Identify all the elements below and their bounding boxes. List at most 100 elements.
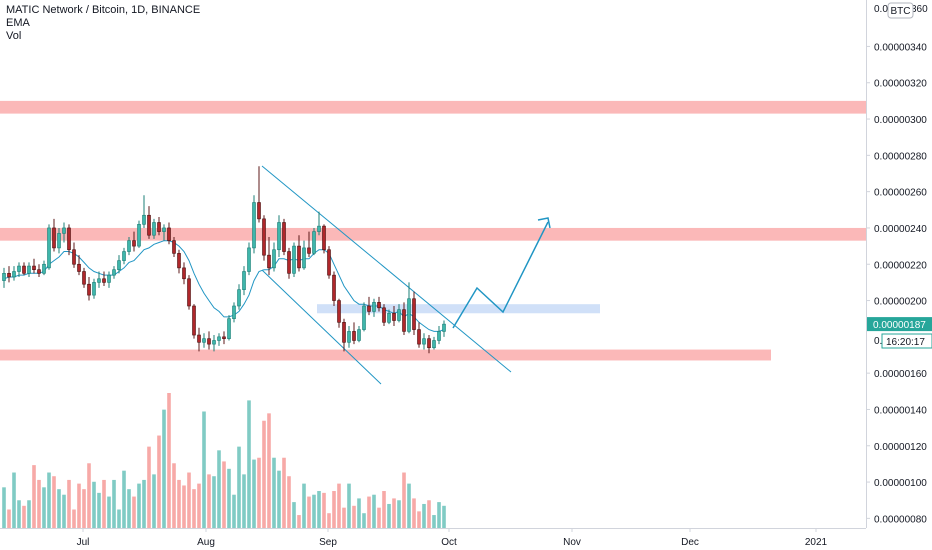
volume-bar	[122, 470, 126, 528]
volume-bar	[422, 503, 426, 528]
volume-bar	[357, 498, 361, 528]
volume-bar	[327, 513, 331, 528]
volume-bar	[267, 413, 271, 528]
volume-bar	[277, 470, 281, 528]
candle-body	[82, 271, 86, 285]
volume-bar	[232, 494, 236, 528]
time-tick-label: Nov	[563, 537, 581, 548]
time-axis[interactable]: Jul Aug Sep Oct Nov Dec 2021	[77, 528, 828, 548]
volume-bar	[97, 492, 101, 528]
price-tick-label: 0.00000300	[874, 115, 927, 126]
price-tick-label: 0.00000100	[874, 478, 927, 489]
candle-body	[277, 222, 281, 251]
candle-body	[102, 278, 106, 283]
candle-body	[262, 218, 266, 256]
volume-bar	[282, 457, 286, 528]
candle-body	[442, 323, 446, 332]
volume-bar	[377, 507, 381, 528]
candle-body	[72, 249, 76, 265]
price-tick-label: 0.00000120	[874, 442, 927, 453]
volume-bar	[52, 476, 56, 528]
candle-body	[317, 225, 321, 232]
volume-bar	[437, 502, 441, 528]
volume-bar	[32, 465, 36, 528]
candle-body	[312, 231, 316, 254]
candle-body	[197, 334, 201, 343]
volume-bar	[77, 483, 81, 528]
volume-bar	[412, 498, 416, 528]
volume-bar	[442, 505, 446, 528]
currency-badge[interactable]: BTC	[887, 2, 914, 19]
countdown-label: 16:20:17	[886, 337, 925, 348]
candle-body	[402, 309, 406, 332]
volume-bar	[337, 483, 341, 528]
currency-badge-label: BTC	[891, 6, 911, 17]
price-tick-label: 0.00000240	[874, 224, 927, 235]
volume-bar	[42, 487, 46, 528]
legend-ema[interactable]: EMA	[6, 17, 30, 29]
candle-body	[142, 214, 146, 225]
volume-bar	[372, 494, 376, 528]
candle-body	[437, 331, 441, 341]
candle-body	[137, 224, 141, 247]
ema-line	[3, 240, 445, 332]
volume-bar	[82, 489, 86, 528]
candle-body	[92, 282, 96, 296]
volume-bar	[202, 411, 206, 528]
legend-symbol-title[interactable]: MATIC Network / Bitcoin, 1D, BINANCE	[6, 4, 201, 16]
volume-bar	[417, 511, 421, 528]
candle-body	[332, 274, 336, 301]
candle-body	[42, 263, 46, 274]
candle-body	[157, 222, 161, 232]
candle-body	[202, 338, 206, 343]
candle-body	[52, 227, 56, 249]
candle-body	[292, 245, 296, 274]
volume-bar	[117, 509, 121, 528]
candle-body	[227, 318, 231, 339]
volume-bar	[312, 494, 316, 528]
volume-bar	[227, 468, 231, 528]
price-tick-label-top-partial: 0.0	[874, 4, 888, 15]
volume-layer	[2, 393, 446, 528]
volume-bar	[192, 489, 196, 528]
projection-arrowhead	[537, 217, 551, 229]
volume-bar	[12, 472, 16, 528]
candles-layer	[2, 166, 446, 354]
candle-body	[212, 340, 216, 345]
candle-body	[27, 265, 31, 274]
candle-body	[147, 214, 151, 236]
candle-body	[382, 307, 386, 323]
volume-bar	[252, 459, 256, 528]
candle-body	[77, 263, 81, 272]
candle-body	[172, 240, 176, 254]
time-tick-label: 2021	[805, 537, 828, 548]
candle-body	[12, 271, 16, 278]
time-tick-label: Oct	[441, 537, 457, 548]
legend-volume[interactable]: Vol	[6, 30, 22, 42]
candle-body	[272, 249, 276, 269]
volume-bar	[182, 485, 186, 528]
volume-bar	[172, 463, 176, 528]
candle-body	[352, 331, 356, 341]
price-tick-label: 0.00000140	[874, 405, 927, 416]
candle-body	[122, 251, 126, 261]
volume-bar	[257, 457, 261, 528]
projection-drawings	[452, 217, 551, 329]
time-tick-label: Jul	[77, 537, 90, 548]
partial-price-label: 0.	[874, 336, 882, 347]
candle-body	[392, 312, 396, 321]
countdown-badge: 16:20:17	[881, 333, 932, 349]
volume-bar	[432, 515, 436, 528]
candle-body	[187, 278, 191, 307]
candle-body	[107, 274, 111, 283]
candle-body	[422, 338, 426, 345]
projection-path	[452, 221, 549, 329]
candle-body	[207, 338, 211, 345]
candle-body	[57, 233, 61, 249]
price-axis[interactable]: 0.00000080 0.00000100 0.00000120 0.00000140…	[866, 42, 927, 525]
volume-bar	[317, 491, 321, 528]
candle-body	[152, 222, 156, 236]
zones-layer	[0, 100, 866, 361]
